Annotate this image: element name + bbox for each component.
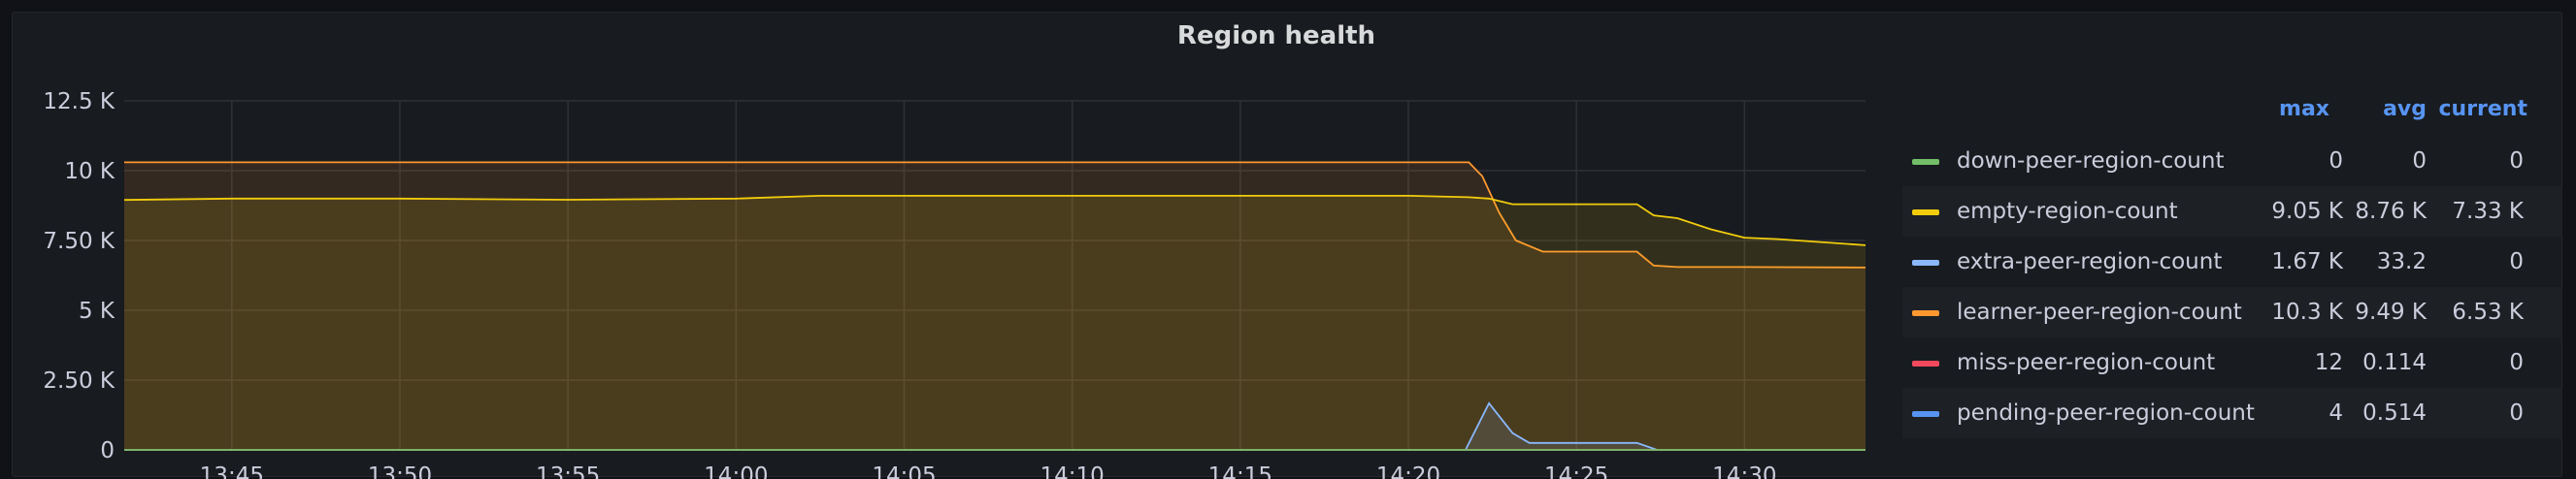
legend-swatch[interactable] bbox=[1912, 361, 1939, 367]
legend-value-current: 7.33 K bbox=[2452, 199, 2524, 224]
x-tick-label: 14:00 bbox=[704, 463, 768, 479]
legend-value-avg: 0.114 bbox=[2362, 350, 2427, 375]
x-tick-label: 14:10 bbox=[1040, 463, 1105, 479]
y-tick-label: 10 K bbox=[64, 159, 116, 184]
legend-swatch[interactable] bbox=[1912, 310, 1939, 316]
legend-row-extra-peer-region-count[interactable]: extra-peer-region-count 1.67 K 33.2 0 bbox=[1902, 237, 2562, 287]
y-tick-label: 2.50 K bbox=[43, 368, 116, 394]
y-axis-ticks: 0 2.50 K 5 K 7.50 K 10 K 12.5 K bbox=[43, 89, 116, 463]
legend-value-max: 1.67 K bbox=[2271, 249, 2343, 274]
legend-value-current: 0 bbox=[2509, 249, 2524, 274]
series-line-learner-peer-region-count bbox=[124, 161, 1866, 269]
x-tick-label: 14:25 bbox=[1544, 463, 1608, 479]
legend-table: max avg current down-peer-region-count 0 0… bbox=[1902, 89, 2562, 438]
legend-series-name[interactable]: learner-peer-region-count bbox=[1957, 300, 2242, 325]
legend-row-learner-peer-region-count[interactable]: learner-peer-region-count 10.3 K 9.49 K 6.5… bbox=[1902, 287, 2562, 337]
legend-value-avg: 33.2 bbox=[2376, 249, 2427, 274]
legend-value-avg: 9.49 K bbox=[2355, 300, 2427, 325]
x-axis-ticks: 13:45 13:50 13:55 14:00 14:05 14:10 14:15 14:20… bbox=[200, 463, 1777, 479]
series-area-empty-region-count bbox=[124, 195, 1866, 450]
legend-series-name[interactable]: pending-peer-region-count bbox=[1957, 400, 2255, 426]
legend-series-name[interactable]: miss-peer-region-count bbox=[1957, 350, 2216, 375]
legend-row-empty-region-count[interactable]: empty-region-count 9.05 K 8.76 K 7.33 K bbox=[1902, 186, 2562, 237]
legend-value-current: 0 bbox=[2509, 350, 2524, 375]
legend-value-current: 0 bbox=[2509, 148, 2524, 174]
legend-value-avg: 8.76 K bbox=[2355, 199, 2427, 224]
y-tick-label: 0 bbox=[100, 438, 115, 463]
legend-swatch[interactable] bbox=[1912, 411, 1939, 417]
x-tick-label: 14:20 bbox=[1376, 463, 1440, 479]
legend-series-name[interactable]: extra-peer-region-count bbox=[1957, 249, 2223, 274]
legend-row-miss-peer-region-count[interactable]: miss-peer-region-count 12 0.114 0 bbox=[1902, 337, 2562, 388]
x-tick-label: 13:50 bbox=[368, 463, 432, 479]
legend-header-current[interactable]: current bbox=[2438, 97, 2527, 121]
legend-value-avg: 0.514 bbox=[2362, 400, 2427, 426]
legend-swatch[interactable] bbox=[1912, 209, 1939, 215]
legend-value-current: 0 bbox=[2509, 400, 2524, 426]
y-tick-label: 5 K bbox=[79, 299, 116, 324]
y-tick-label: 12.5 K bbox=[43, 89, 116, 114]
x-tick-label: 13:55 bbox=[536, 463, 600, 479]
y-tick-label: 7.50 K bbox=[43, 229, 116, 254]
series-line-extra-peer-region-count bbox=[124, 401, 1866, 451]
legend-header-max[interactable]: max bbox=[2279, 97, 2329, 121]
x-tick-label: 14:30 bbox=[1712, 463, 1776, 479]
x-tick-label: 14:15 bbox=[1208, 463, 1272, 479]
series-area-learner-peer-region-count bbox=[124, 162, 1866, 450]
legend-value-current: 6.53 K bbox=[2452, 300, 2524, 325]
legend-value-max: 4 bbox=[2328, 400, 2343, 426]
legend-value-avg: 0 bbox=[2412, 148, 2427, 174]
x-tick-label: 14:05 bbox=[872, 463, 936, 479]
x-tick-label: 13:45 bbox=[200, 463, 264, 479]
legend-value-max: 12 bbox=[2314, 350, 2343, 375]
legend-header: max avg current bbox=[1902, 89, 2562, 136]
legend-value-max: 0 bbox=[2328, 148, 2343, 174]
legend-swatch[interactable] bbox=[1912, 159, 1939, 165]
legend-value-max: 10.3 K bbox=[2271, 300, 2343, 325]
legend-header-avg[interactable]: avg bbox=[2383, 97, 2427, 121]
legend-row-down-peer-region-count[interactable]: down-peer-region-count 0 0 0 bbox=[1902, 136, 2562, 186]
panel-title[interactable]: Region health bbox=[1176, 21, 1376, 50]
chart-series bbox=[123, 161, 1866, 451]
legend-swatch[interactable] bbox=[1912, 260, 1939, 266]
legend-row-pending-peer-region-count[interactable]: pending-peer-region-count 4 0.514 0 bbox=[1902, 388, 2562, 438]
legend-value-max: 9.05 K bbox=[2271, 199, 2343, 224]
legend-series-name[interactable]: empty-region-count bbox=[1957, 199, 2178, 224]
series-line-empty-region-count bbox=[123, 195, 1866, 246]
chart-grid bbox=[124, 100, 1866, 451]
legend-series-name[interactable]: down-peer-region-count bbox=[1957, 148, 2225, 174]
